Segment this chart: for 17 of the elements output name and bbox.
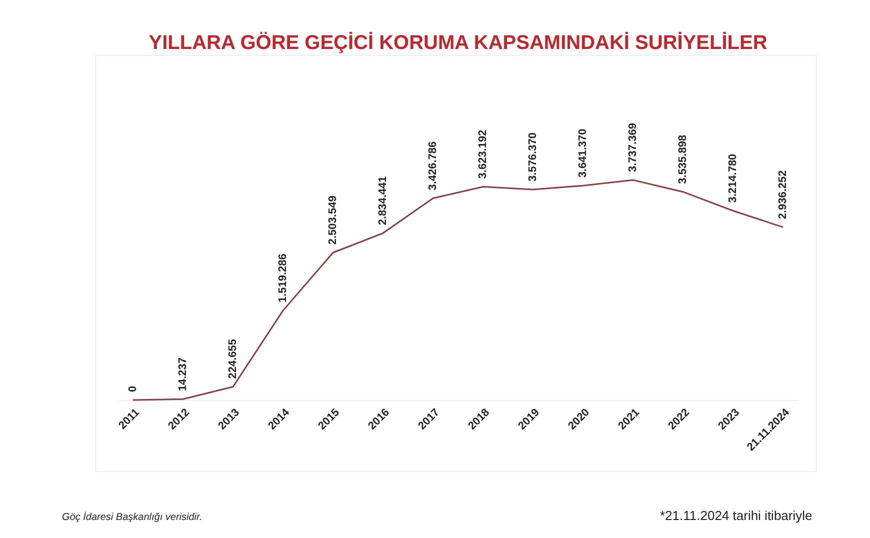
text: Göç İdaresi Başkanlığı verisidir. <box>62 512 202 523</box>
data-label: 2.834.441 <box>377 176 389 226</box>
data-label: 3.641.370 <box>577 128 589 178</box>
data-label: 3.623.192 <box>477 130 489 179</box>
data-label: 224.655 <box>227 339 239 379</box>
data-label: 3.737.369 <box>627 123 639 172</box>
data-label: 3.214.780 <box>727 154 739 203</box>
data-label: 2.936.252 <box>777 170 789 220</box>
chart-title: YILLARA GÖRE GEÇİCİ KORUMA KAPSAMINDAKİ SURİYELİLER <box>148 31 768 54</box>
data-label: 0 <box>127 386 139 392</box>
data-label: 1.519.286 <box>277 254 289 303</box>
text: *21.11.2024 tarihi itibariyle <box>660 508 812 523</box>
data-label: 2.503.549 <box>327 196 339 245</box>
data-label: 3.426.786 <box>427 141 439 190</box>
data-label: 3.535.898 <box>677 134 689 184</box>
data-label: 3.576.370 <box>527 132 539 182</box>
data-label: 14.237 <box>177 358 189 392</box>
